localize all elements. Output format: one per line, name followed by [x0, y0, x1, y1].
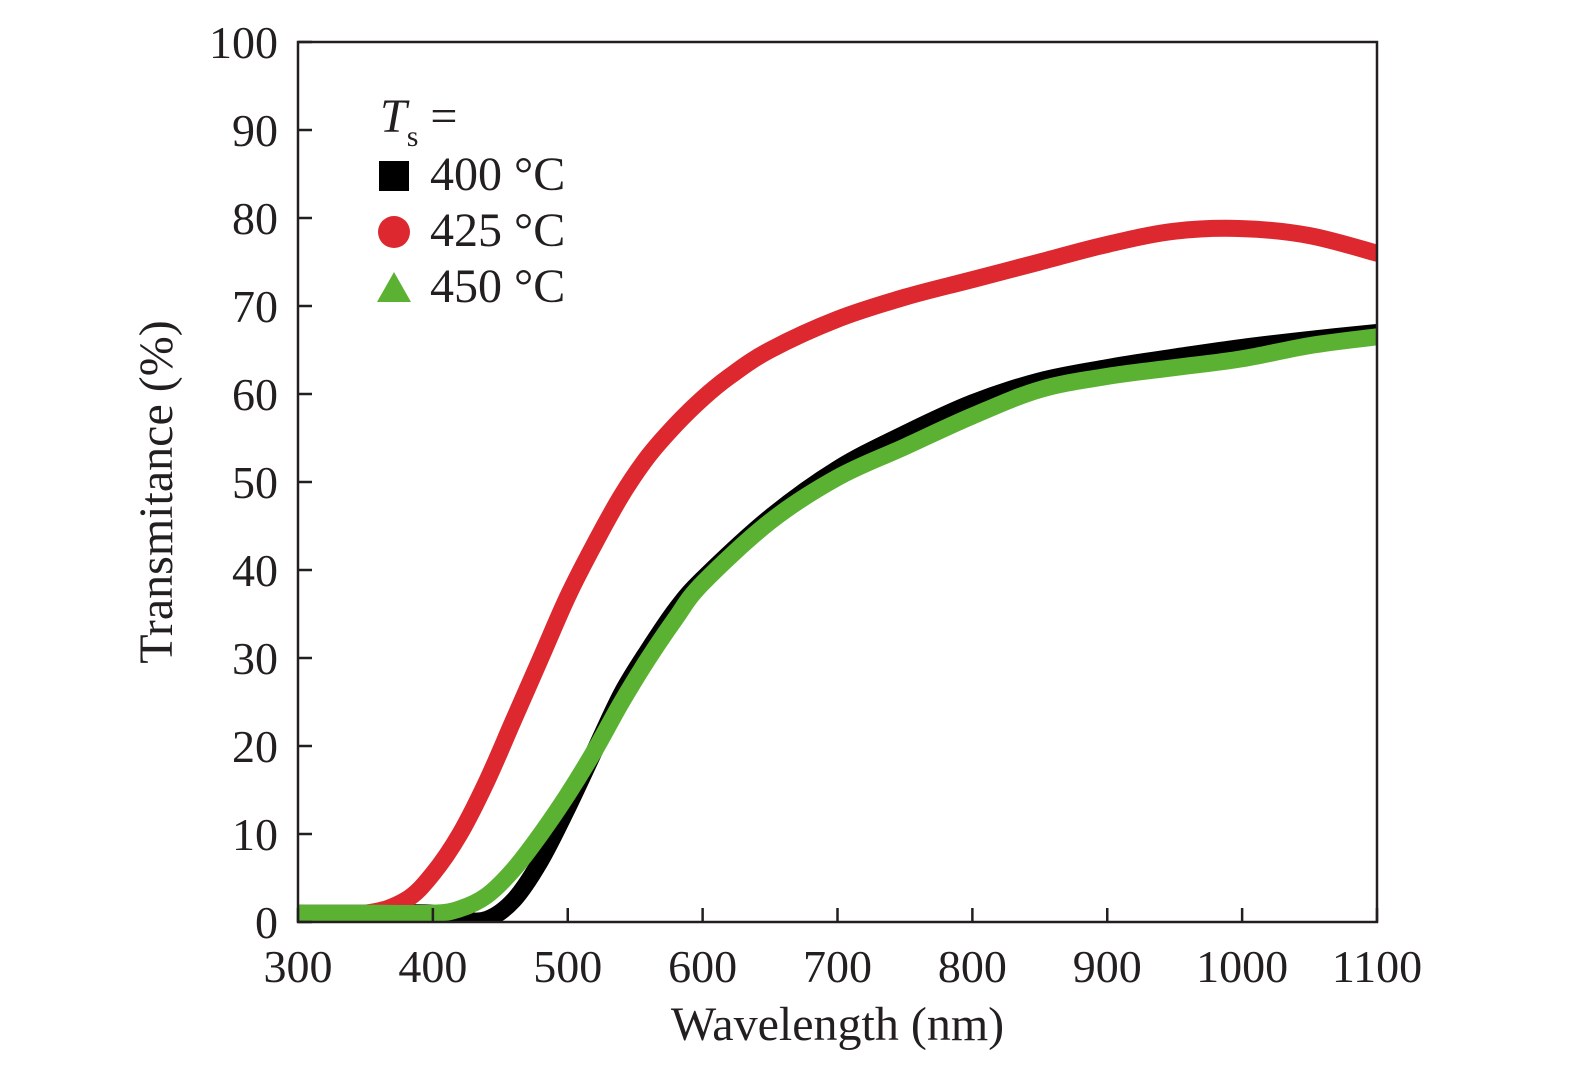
- y-tick-label: 0: [255, 897, 278, 948]
- legend-marker-circle-425: [378, 216, 410, 248]
- x-tick-label: 400: [398, 941, 467, 992]
- x-axis-title: Wavelength (nm): [671, 998, 1004, 1051]
- y-tick-label: 10: [232, 809, 278, 860]
- x-tick-label: 700: [803, 941, 872, 992]
- y-tick-label: 50: [232, 457, 278, 508]
- legend-title-symbol: T: [380, 90, 410, 143]
- series-line-425: [298, 219, 1377, 922]
- legend-title-subscript: s: [407, 120, 419, 153]
- y-tick-label: 80: [232, 193, 278, 244]
- y-tick-label: 90: [232, 105, 278, 156]
- x-tick-label: 900: [1073, 941, 1142, 992]
- legend-marker-triangle-450: [377, 272, 411, 302]
- x-tick-label: 1100: [1332, 941, 1422, 992]
- legend-label-450: 450 °C: [430, 260, 565, 313]
- y-tick-label: 40: [232, 545, 278, 596]
- y-axis-title: Transmitance (%): [130, 320, 183, 663]
- x-tick-label: 500: [533, 941, 602, 992]
- legend-label-400: 400 °C: [430, 148, 565, 201]
- x-tick-label: 1000: [1196, 941, 1288, 992]
- x-tick-label: 600: [668, 941, 737, 992]
- legend-marker-square-400: [379, 161, 409, 191]
- y-tick-label: 30: [232, 633, 278, 684]
- y-tick-label: 70: [232, 281, 278, 332]
- y-tick-label: 100: [209, 17, 278, 68]
- x-tick-label: 800: [938, 941, 1007, 992]
- legend-label-425: 425 °C: [430, 204, 565, 257]
- y-tick-label: 60: [232, 369, 278, 420]
- y-tick-label: 20: [232, 721, 278, 772]
- ticks-layer: 300 400 500 600 700 800 900 1000 1100 0 10 20 30 40 50…: [209, 17, 1422, 992]
- legend-title: Ts =: [380, 90, 457, 153]
- x-tick-label: 300: [264, 941, 333, 992]
- legend-title-suffix: =: [418, 90, 457, 143]
- series-line-450: [298, 328, 1377, 922]
